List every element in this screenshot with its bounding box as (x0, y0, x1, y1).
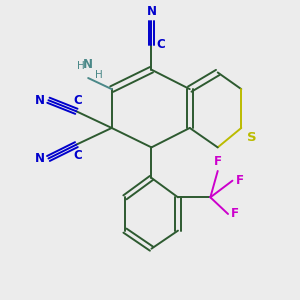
Text: F: F (214, 154, 222, 168)
Text: C: C (74, 94, 82, 107)
Text: N: N (83, 58, 93, 71)
Text: H: H (94, 70, 102, 80)
Text: C: C (74, 149, 82, 162)
Text: S: S (247, 131, 256, 144)
Text: C: C (157, 38, 166, 51)
Text: F: F (231, 208, 239, 220)
Text: H: H (77, 61, 85, 71)
Text: F: F (236, 174, 243, 187)
Text: N: N (35, 152, 45, 165)
Text: N: N (35, 94, 45, 107)
Text: N: N (146, 5, 157, 18)
